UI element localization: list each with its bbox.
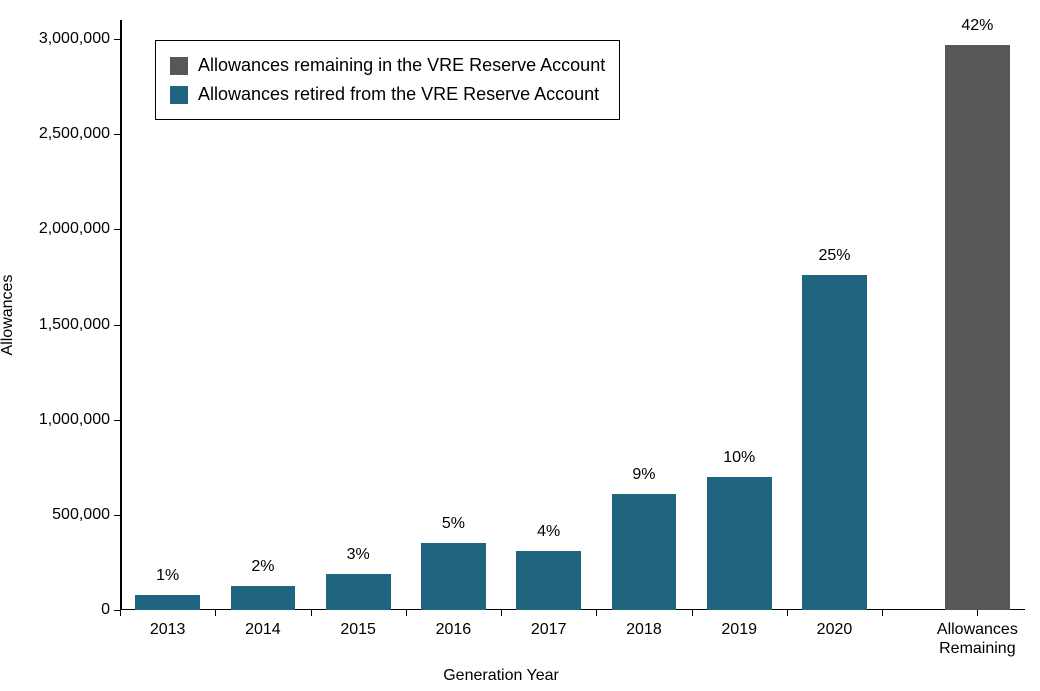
bar [707,477,772,610]
bar-value-label: 42% [961,17,993,35]
x-tick-mark [787,610,788,616]
x-tick-label: AllowancesRemaining [937,620,1018,658]
bar-value-label: 4% [537,523,560,541]
bar [421,543,486,610]
bar [231,586,296,610]
bar [945,45,1010,610]
x-tick-mark [120,610,121,616]
y-tick-label: 2,500,000 [39,125,110,143]
bar-chart: Allowances 0 500,000 1,000,000 1,500,000 2,0… [0,0,1040,691]
bar [612,494,677,610]
x-tick-mark [215,610,216,616]
bar-value-label: 1% [156,567,179,585]
x-tick-label: 2017 [531,620,567,639]
bar-value-label: 25% [818,247,850,265]
legend-swatch [170,86,188,104]
x-tick-label: 2015 [340,620,376,639]
bar-value-label: 5% [442,515,465,533]
x-tick-mark [596,610,597,616]
y-tick-mark [114,325,120,326]
legend: Allowances remaining in the VRE Reserve … [155,40,620,120]
x-tick-label: 2020 [817,620,853,639]
x-tick-label: 2014 [245,620,281,639]
bar [135,595,200,610]
bar-value-label: 3% [347,546,370,564]
y-tick-label: 2,000,000 [39,220,110,238]
x-tick-label: 2018 [626,620,662,639]
y-tick-mark [114,515,120,516]
bar-value-label: 9% [632,466,655,484]
x-axis-label: Generation Year [443,667,559,685]
x-tick-label: 2016 [436,620,472,639]
x-tick-label: 2019 [721,620,757,639]
bar [516,551,581,610]
x-tick-mark [692,610,693,616]
bar [802,275,867,610]
bar [326,574,391,610]
y-tick-mark [114,229,120,230]
bar-value-label: 10% [723,449,755,467]
x-tick-label: 2013 [150,620,186,639]
legend-label: Allowances retired from the VRE Reserve … [198,84,599,105]
legend-item: Allowances remaining in the VRE Reserve … [170,51,605,80]
y-tick-label: 3,000,000 [39,30,110,48]
legend-swatch [170,57,188,75]
y-tick-mark [114,134,120,135]
x-tick-mark [406,610,407,616]
x-tick-mark [977,610,978,616]
y-tick-label: 0 [101,601,110,619]
y-tick-label: 500,000 [52,506,110,524]
x-tick-mark [501,610,502,616]
y-tick-label: 1,500,000 [39,316,110,334]
y-tick-mark [114,420,120,421]
x-tick-mark [311,610,312,616]
y-axis-label: Allowances [0,275,17,356]
x-tick-mark [882,610,883,616]
legend-item: Allowances retired from the VRE Reserve … [170,80,605,109]
bar-value-label: 2% [251,558,274,576]
y-tick-label: 1,000,000 [39,411,110,429]
legend-label: Allowances remaining in the VRE Reserve … [198,55,605,76]
y-axis-line [120,20,122,610]
y-tick-mark [114,39,120,40]
